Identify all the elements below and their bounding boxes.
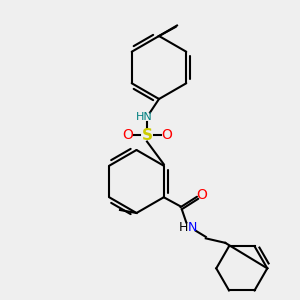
Text: HN: HN xyxy=(136,112,152,122)
Text: O: O xyxy=(161,128,172,142)
Text: O: O xyxy=(196,188,207,202)
Text: H: H xyxy=(178,221,188,234)
Text: O: O xyxy=(122,128,133,142)
Text: N: N xyxy=(188,221,198,234)
Text: S: S xyxy=(142,128,152,142)
